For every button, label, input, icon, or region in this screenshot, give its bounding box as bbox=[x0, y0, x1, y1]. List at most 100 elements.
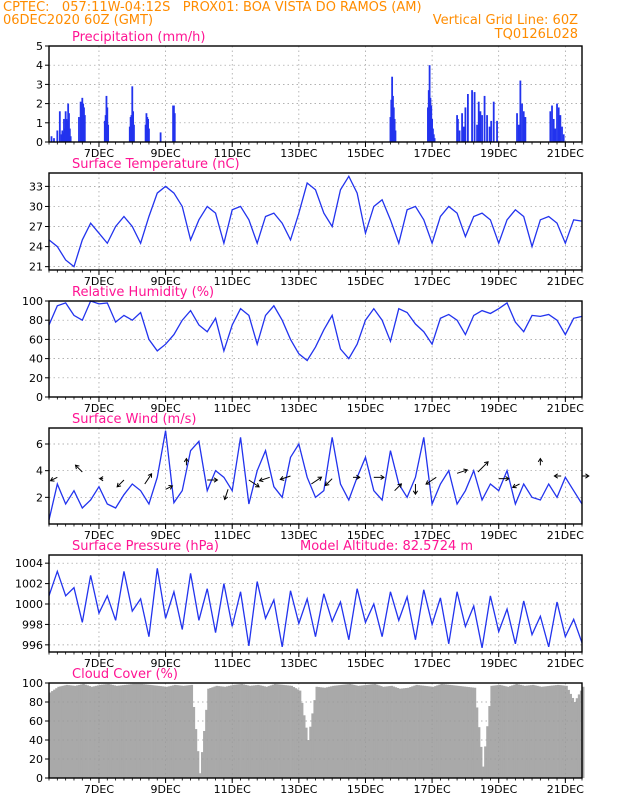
precip-bar bbox=[559, 115, 562, 142]
x-tick-label: 9DEC bbox=[151, 783, 181, 796]
cloud-bar bbox=[554, 685, 558, 778]
cloud-bar bbox=[361, 685, 364, 779]
cloud-bar bbox=[298, 690, 302, 778]
cloud-bar bbox=[101, 684, 104, 778]
wind-vector bbox=[165, 485, 173, 490]
cloud-bar bbox=[334, 685, 337, 778]
cloud-bar bbox=[423, 685, 427, 778]
cloud-bar bbox=[415, 684, 418, 778]
cloud-bar bbox=[482, 766, 485, 778]
precip-bar bbox=[473, 92, 476, 142]
cloud-bar bbox=[169, 685, 173, 778]
x-tick-label: 9DEC bbox=[151, 275, 181, 288]
cloud-bar bbox=[142, 684, 146, 778]
cloud-bar bbox=[436, 685, 439, 779]
cloud-bar bbox=[146, 684, 150, 778]
cloud-bar bbox=[182, 685, 185, 778]
cloud-bar bbox=[563, 685, 566, 778]
cloud-bar bbox=[427, 686, 431, 778]
y-tick-label: 80 bbox=[29, 314, 43, 327]
wind-vector-head bbox=[505, 476, 510, 482]
wind-vector-head bbox=[223, 495, 229, 501]
cloud-bar bbox=[230, 685, 233, 779]
wind-vector-head bbox=[255, 482, 260, 488]
temperature-title: Surface Temperature (nC) bbox=[72, 157, 240, 172]
x-tick-label: 13DEC bbox=[280, 657, 317, 670]
precip-bar bbox=[457, 118, 459, 142]
cloud-bar bbox=[444, 684, 448, 778]
wind-vector-head bbox=[168, 485, 174, 490]
cloud-bar bbox=[440, 683, 443, 778]
wind-vector-head bbox=[425, 480, 431, 485]
cloud-bar bbox=[388, 686, 391, 778]
cloud-bar bbox=[544, 686, 547, 778]
cloud-bar bbox=[321, 687, 325, 778]
cloud-bar bbox=[286, 685, 289, 779]
wind-vector-head bbox=[258, 477, 264, 483]
cloud-bar bbox=[92, 686, 96, 778]
precip-bar bbox=[83, 115, 86, 142]
precip-bar bbox=[68, 113, 70, 142]
cloud-bar bbox=[284, 685, 287, 778]
cloud-bar bbox=[561, 685, 564, 779]
wind-vector-head bbox=[397, 483, 403, 488]
wind-vector-head bbox=[463, 468, 469, 474]
wind-vector-head bbox=[147, 473, 153, 478]
cloud-bar bbox=[88, 686, 92, 778]
cloud-bar bbox=[121, 685, 125, 778]
header-grid-note: Vertical Grid Line: 60Z bbox=[432, 13, 578, 28]
precip-bar bbox=[471, 90, 473, 142]
cloud-bar bbox=[559, 685, 562, 778]
cloud-bar bbox=[359, 685, 362, 778]
temperature-line bbox=[48, 175, 583, 268]
x-tick-label: 15DEC bbox=[347, 657, 384, 670]
cloud-bar bbox=[78, 684, 81, 778]
precip-bar bbox=[557, 107, 560, 142]
y-tick-label: 1002 bbox=[15, 578, 43, 591]
cloud-bar bbox=[71, 685, 75, 778]
cloud-bar bbox=[477, 727, 481, 778]
wind-vector-head bbox=[324, 481, 330, 487]
cloud-bar bbox=[577, 694, 581, 778]
precip-bar bbox=[490, 120, 493, 142]
cloud-bar bbox=[178, 685, 181, 779]
cloud-bar bbox=[194, 729, 198, 778]
cloud-bar bbox=[250, 685, 254, 778]
precip-bar bbox=[433, 138, 436, 142]
cloud-bar bbox=[53, 689, 56, 778]
precip-bar bbox=[78, 117, 80, 142]
cloud-bar bbox=[394, 687, 398, 778]
wind-vector bbox=[325, 478, 333, 486]
cloud-bar bbox=[103, 684, 106, 778]
x-tick-label: 15DEC bbox=[347, 147, 384, 160]
cloud-bar bbox=[117, 685, 121, 778]
precip-bar bbox=[394, 130, 397, 142]
cloud-bar bbox=[86, 685, 89, 779]
cloud-bar bbox=[517, 684, 520, 778]
x-tick-label: 21DEC bbox=[547, 783, 584, 796]
y-tick-label: 0 bbox=[36, 136, 43, 149]
wind-vector-head bbox=[511, 483, 517, 489]
cloud-bar bbox=[167, 686, 171, 778]
precip-bar bbox=[481, 115, 483, 142]
wind-vector bbox=[50, 476, 58, 482]
cloud-bar bbox=[82, 683, 85, 778]
cloud-bar bbox=[221, 686, 225, 778]
cloud-bar bbox=[113, 685, 117, 779]
cloud-bar bbox=[213, 686, 216, 778]
cloud-bar bbox=[396, 687, 400, 778]
cloud-bar bbox=[575, 698, 579, 778]
precip-bar bbox=[517, 124, 520, 142]
x-tick-label: 11DEC bbox=[214, 783, 251, 796]
cloud-bar bbox=[425, 686, 429, 778]
y-tick-label: 1000 bbox=[15, 598, 43, 611]
x-tick-label: 17DEC bbox=[414, 147, 451, 160]
cloud-bar bbox=[521, 685, 525, 779]
cloud-bar bbox=[548, 685, 552, 778]
pressure-title: Surface Pressure (hPa) bbox=[72, 539, 219, 554]
humidity-line bbox=[48, 300, 583, 362]
cloud-bar bbox=[571, 697, 575, 778]
x-tick-label: 7DEC bbox=[84, 657, 114, 670]
precip-bar bbox=[554, 128, 557, 142]
precip-bar bbox=[561, 126, 563, 142]
